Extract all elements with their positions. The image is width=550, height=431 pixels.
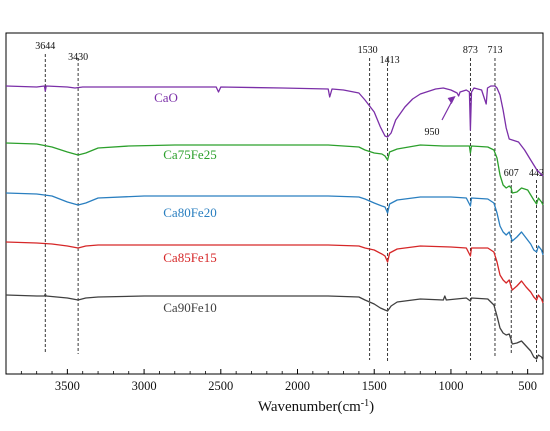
- series-label-ca75fe25: Ca75Fe25: [163, 147, 216, 162]
- reference-label-1530: 1530: [358, 45, 378, 56]
- x-tick-label-500: 500: [518, 379, 537, 393]
- reference-label-713: 713: [487, 45, 502, 56]
- reference-label-1413: 1413: [380, 55, 400, 66]
- series-line-ca85fe15: [5, 241, 544, 304]
- arrow-head: [447, 96, 456, 104]
- x-axis: 3500 3000 2500 2000 1500 1000 500: [20, 369, 537, 393]
- series-lines: [5, 85, 544, 361]
- series-label-ca90fe10: Ca90Fe10: [163, 300, 216, 315]
- x-tick-label-2000: 2000: [285, 379, 310, 393]
- arrow-annotation: 950: [425, 96, 456, 138]
- series-label-cao: CaO: [154, 90, 178, 105]
- x-tick-label-1500: 1500: [362, 379, 387, 393]
- x-tick-label-2500: 2500: [208, 379, 233, 393]
- series-labels: CaO Ca75Fe25 Ca80Fe20 Ca85Fe15 Ca90Fe10: [154, 90, 217, 315]
- x-tick-label-1000: 1000: [438, 379, 463, 393]
- series-line-ca90fe10: [5, 293, 544, 361]
- reference-label-873: 873: [463, 45, 478, 56]
- series-label-ca80fe20: Ca80Fe20: [163, 205, 216, 220]
- reference-label-607: 607: [504, 168, 519, 179]
- series-line-ca75fe25: [5, 142, 544, 206]
- reference-label-442: 442: [529, 168, 544, 179]
- x-axis-title: Wavenumber(cm-1): [258, 398, 374, 416]
- series-line-ca80fe20: [5, 192, 544, 256]
- reference-label-3644: 3644: [35, 41, 55, 52]
- x-tick-label-3500: 3500: [55, 379, 80, 393]
- series-label-ca85fe15: Ca85Fe15: [163, 250, 216, 265]
- x-tick-label-3000: 3000: [132, 379, 157, 393]
- series-line-cao: [5, 85, 544, 177]
- arrow-label-950: 950: [425, 127, 440, 138]
- reference-label-3430: 3430: [68, 52, 88, 63]
- plot-area-frame: [5, 32, 544, 375]
